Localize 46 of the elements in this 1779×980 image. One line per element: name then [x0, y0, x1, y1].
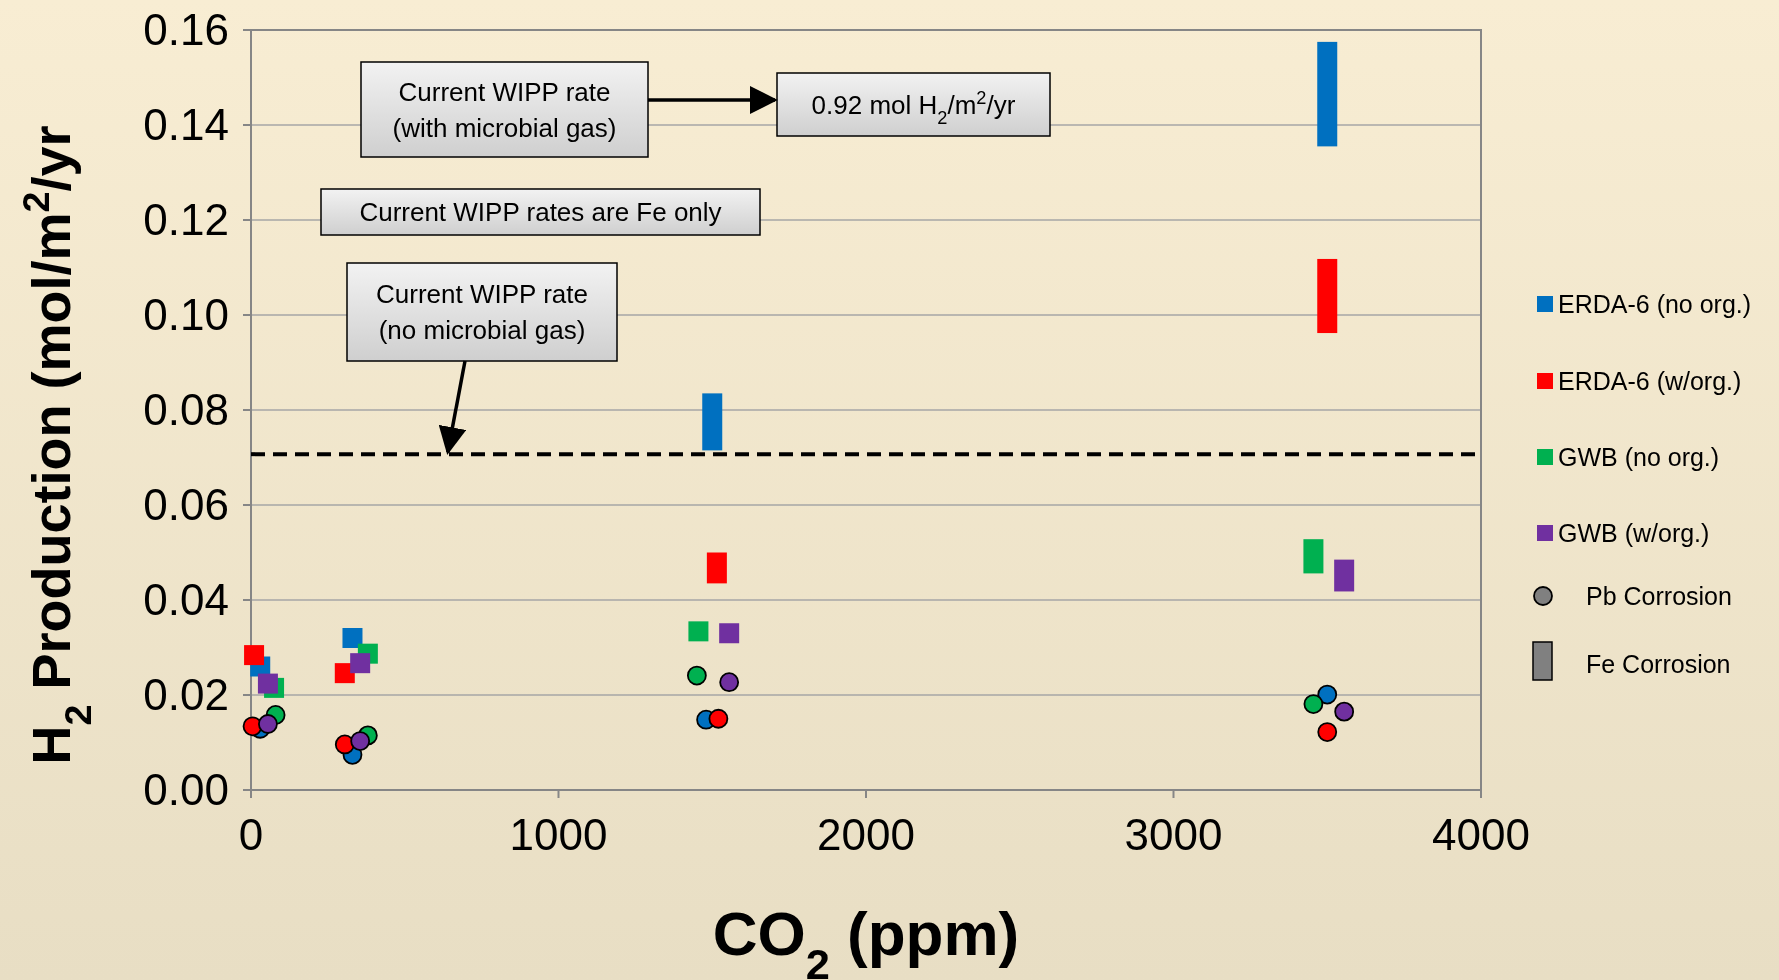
bar — [706, 552, 727, 584]
y-tick-label: 0.02 — [143, 670, 229, 720]
legend-label: GWB (w/org.) — [1558, 518, 1710, 547]
point — [708, 708, 729, 729]
point — [342, 628, 363, 648]
bar — [1317, 258, 1338, 334]
y-tick-label: 0.12 — [143, 195, 229, 245]
point — [719, 672, 740, 693]
y-tick-label: 0.06 — [143, 480, 229, 530]
point — [258, 714, 278, 734]
legend-label: ERDA-6 (w/org.) — [1558, 366, 1742, 395]
x-tick-label: 4000 — [1432, 810, 1530, 859]
point — [688, 621, 709, 642]
annotation: Current WIPP rate (no microbial gas) — [376, 279, 588, 346]
annotation: Current WIPP rates are Fe only — [359, 197, 722, 228]
y-tick-label: 0.08 — [143, 385, 229, 435]
bar — [1334, 559, 1355, 592]
point — [257, 673, 278, 694]
text: Fe Corrosion — [1586, 649, 1731, 678]
x-axis-title: CO$_{2}$ (ppm) — [712, 899, 1020, 980]
bar — [1317, 41, 1338, 147]
x-tick-label: 3000 — [1124, 810, 1223, 859]
point — [1317, 684, 1338, 705]
x-tick-label: 0 — [238, 810, 264, 859]
legend-label: ERDA-6 (no org.) — [1558, 289, 1752, 318]
y-tick-label: 0.10 — [143, 290, 229, 340]
point — [686, 665, 707, 686]
y-tick-label: 0.16 — [143, 5, 229, 55]
point — [1303, 694, 1324, 714]
point — [350, 653, 371, 674]
text: Pb Corrosion — [1586, 581, 1732, 610]
point — [244, 645, 265, 666]
point — [719, 623, 740, 644]
x-tick-label: 2000 — [817, 810, 915, 859]
bar — [702, 393, 723, 451]
x-tick-label: 1000 — [509, 810, 608, 859]
y-tick-label: 0.14 — [143, 100, 229, 150]
point — [1334, 701, 1355, 722]
point — [1317, 722, 1338, 742]
annotation: 0.92 mol H$_{2}$/m$^{2}$/yr — [811, 87, 1016, 128]
legend-label: GWB (no org.) — [1558, 442, 1720, 471]
point — [350, 731, 371, 751]
y-tick-label: 0.00 — [143, 765, 229, 815]
annotation: Current WIPP rate (with microbial gas) — [392, 76, 617, 143]
bar — [1303, 539, 1324, 574]
y-tick-label: 0.04 — [143, 575, 229, 625]
